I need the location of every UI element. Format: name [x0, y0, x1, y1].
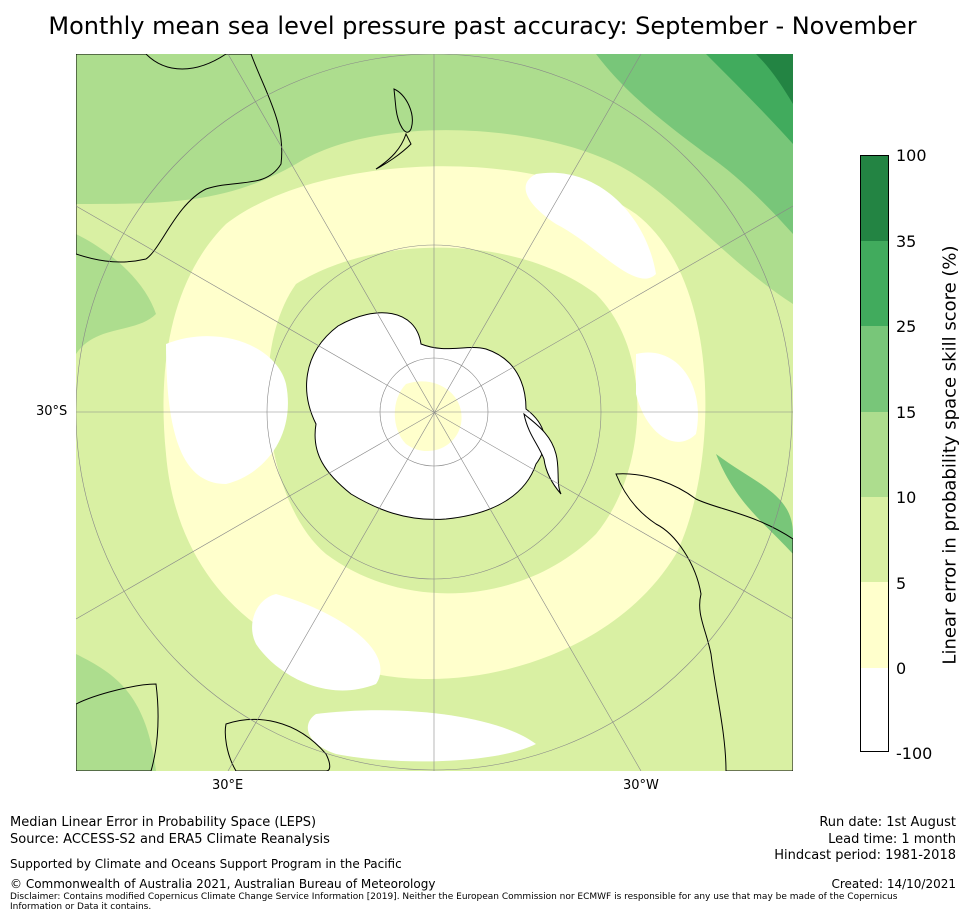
colorbar-bin-5-10	[860, 497, 889, 582]
chart-title: Monthly mean sea level pressure past acc…	[48, 12, 917, 40]
colorbar-bin-35-100	[860, 155, 889, 241]
colorbar-tick-35: 35	[896, 232, 917, 251]
skill-region-25-35-north	[596, 54, 793, 234]
polar-map	[76, 54, 793, 771]
lon-label-30e: 30°E	[212, 778, 244, 793]
graticule	[76, 54, 793, 771]
footer-source: Source: ACCESS-S2 and ERA5 Climate Reana…	[10, 832, 330, 847]
lat-label-30s: 30°S	[36, 404, 68, 419]
skill-region-15-25-east	[716, 454, 793, 554]
colorbar-bin-neg100-0	[860, 668, 889, 752]
skill-region-white-east	[636, 352, 698, 442]
skill-region-35-100-ne	[756, 54, 793, 104]
africa-landmass	[76, 683, 159, 771]
colorbar-tick-100: 100	[896, 146, 927, 165]
skill-region-15-25-north	[76, 54, 793, 304]
run-date: Run date: 1st August	[819, 815, 956, 830]
new-zealand-north	[393, 88, 413, 133]
colorbar-tick-15: 15	[896, 403, 917, 422]
lon-label-30w: 30°W	[623, 778, 659, 793]
skill-region-35-ne	[706, 54, 793, 144]
antarctic-peninsula	[523, 412, 562, 495]
footer-disclaimer: Disclaimer: Contains modified Copernicus…	[10, 892, 898, 912]
colorbar-tick-5: 5	[896, 574, 907, 593]
footer-method: Median Linear Error in Probability Space…	[10, 815, 317, 830]
colorbar-tick-25: 25	[896, 317, 917, 336]
lead-time: Lead time: 1 month	[828, 832, 956, 847]
footer-copyright: © Commonwealth of Australia 2021, Austra…	[10, 877, 436, 891]
skill-region-white-ne	[525, 172, 656, 279]
colorbar-bin-15-25	[860, 326, 889, 412]
south-america-landmass	[615, 473, 793, 771]
footer-support: Supported by Climate and Oceans Support …	[10, 857, 402, 871]
skill-region-10-15-sw	[76, 654, 156, 771]
created-date: Created: 14/10/2021	[831, 877, 956, 891]
hindcast-period: Hindcast period: 1981-2018	[774, 848, 956, 863]
colorbar	[860, 155, 889, 752]
colorbar-bin-0-5	[860, 582, 889, 668]
skill-region-10-15-west	[76, 234, 156, 354]
new-zealand-south	[375, 132, 412, 170]
australia-landmass	[76, 54, 283, 263]
colorbar-tick-10: 10	[896, 488, 917, 507]
colorbar-label: Linear error in probability space skill …	[939, 245, 961, 665]
madagascar-tip	[224, 718, 331, 771]
skill-region-white-south	[252, 594, 381, 691]
colorbar-tick-neg100: -100	[896, 744, 933, 763]
skill-region-white-south2	[307, 710, 536, 762]
skill-region-white-west	[166, 336, 288, 484]
colorbar-bin-25-35	[860, 241, 889, 326]
colorbar-bin-10-15	[860, 412, 889, 497]
colorbar-tick-0: 0	[896, 659, 907, 678]
